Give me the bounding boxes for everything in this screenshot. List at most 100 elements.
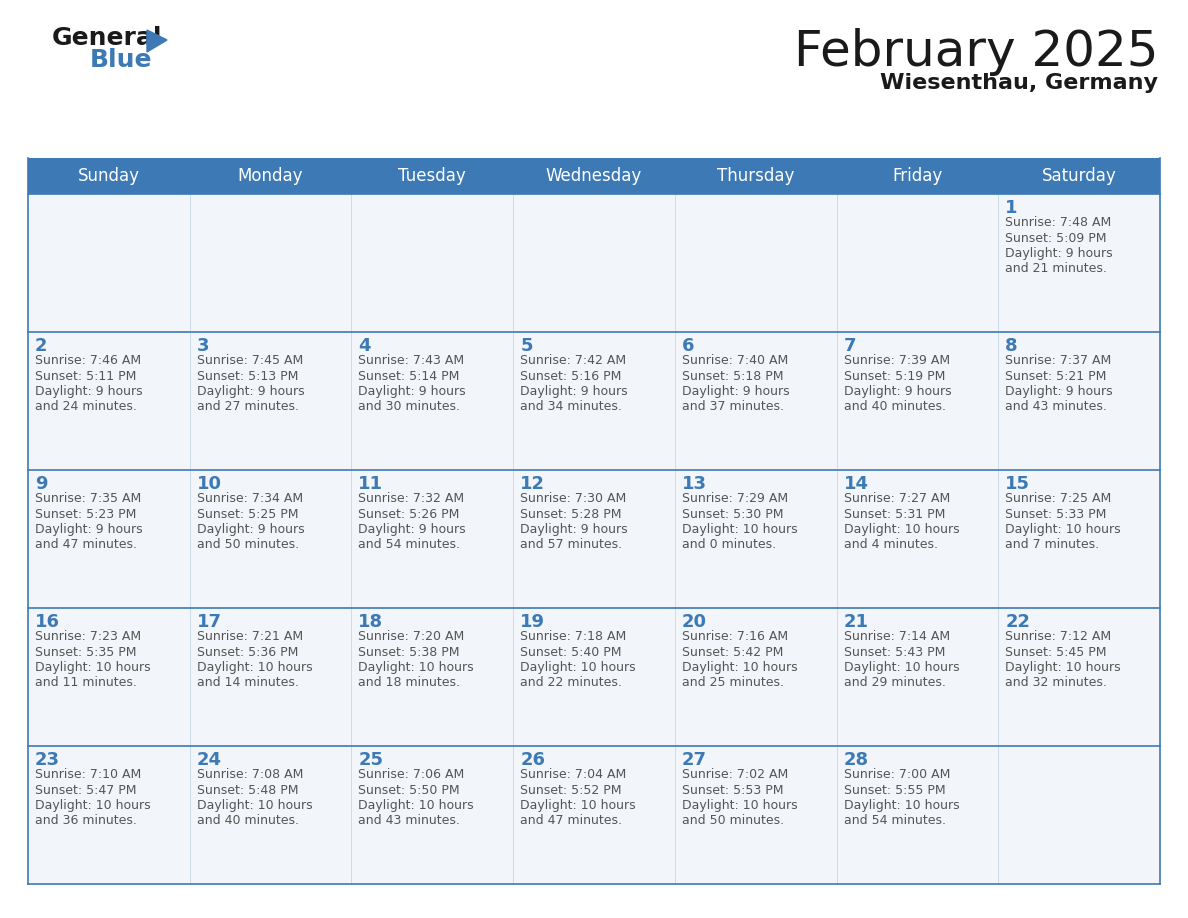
Text: and 7 minutes.: and 7 minutes. — [1005, 539, 1099, 552]
Text: and 21 minutes.: and 21 minutes. — [1005, 263, 1107, 275]
Text: 1: 1 — [1005, 199, 1018, 217]
Text: 6: 6 — [682, 337, 694, 355]
Text: Sunrise: 7:00 AM: Sunrise: 7:00 AM — [843, 768, 950, 781]
Text: 21: 21 — [843, 613, 868, 631]
Text: Sunset: 5:45 PM: Sunset: 5:45 PM — [1005, 645, 1107, 658]
Text: Sunset: 5:23 PM: Sunset: 5:23 PM — [34, 508, 137, 521]
Text: Sunset: 5:40 PM: Sunset: 5:40 PM — [520, 645, 621, 658]
Text: Friday: Friday — [892, 167, 942, 185]
Text: and 43 minutes.: and 43 minutes. — [1005, 400, 1107, 413]
Text: Sunrise: 7:43 AM: Sunrise: 7:43 AM — [359, 354, 465, 367]
Text: and 57 minutes.: and 57 minutes. — [520, 539, 623, 552]
Text: Daylight: 9 hours: Daylight: 9 hours — [1005, 247, 1113, 260]
Text: Daylight: 10 hours: Daylight: 10 hours — [682, 523, 797, 536]
Text: Daylight: 10 hours: Daylight: 10 hours — [197, 661, 312, 674]
Text: Daylight: 9 hours: Daylight: 9 hours — [34, 385, 143, 398]
Text: Daylight: 9 hours: Daylight: 9 hours — [34, 523, 143, 536]
Text: Sunset: 5:11 PM: Sunset: 5:11 PM — [34, 370, 137, 383]
Text: Wednesday: Wednesday — [545, 167, 643, 185]
Text: 9: 9 — [34, 475, 48, 493]
Text: Sunrise: 7:48 AM: Sunrise: 7:48 AM — [1005, 216, 1112, 229]
Text: February 2025: February 2025 — [794, 28, 1158, 76]
Text: and 24 minutes.: and 24 minutes. — [34, 400, 137, 413]
Text: Sunset: 5:26 PM: Sunset: 5:26 PM — [359, 508, 460, 521]
Text: Daylight: 10 hours: Daylight: 10 hours — [359, 799, 474, 812]
Text: Daylight: 9 hours: Daylight: 9 hours — [197, 385, 304, 398]
Text: and 25 minutes.: and 25 minutes. — [682, 677, 784, 689]
Text: 13: 13 — [682, 475, 707, 493]
Text: and 43 minutes.: and 43 minutes. — [359, 814, 460, 827]
Text: Daylight: 9 hours: Daylight: 9 hours — [197, 523, 304, 536]
Text: and 47 minutes.: and 47 minutes. — [34, 539, 137, 552]
Text: Blue: Blue — [90, 48, 152, 72]
Text: Sunrise: 7:39 AM: Sunrise: 7:39 AM — [843, 354, 949, 367]
Text: Sunrise: 7:18 AM: Sunrise: 7:18 AM — [520, 630, 626, 643]
Text: Tuesday: Tuesday — [398, 167, 466, 185]
Text: 20: 20 — [682, 613, 707, 631]
Text: Sunset: 5:55 PM: Sunset: 5:55 PM — [843, 783, 946, 797]
Text: and 29 minutes.: and 29 minutes. — [843, 677, 946, 689]
Text: Sunrise: 7:34 AM: Sunrise: 7:34 AM — [197, 492, 303, 505]
Text: Sunrise: 7:12 AM: Sunrise: 7:12 AM — [1005, 630, 1112, 643]
Text: Sunset: 5:47 PM: Sunset: 5:47 PM — [34, 783, 137, 797]
Text: and 40 minutes.: and 40 minutes. — [197, 814, 298, 827]
Text: Sunset: 5:30 PM: Sunset: 5:30 PM — [682, 508, 783, 521]
Text: 19: 19 — [520, 613, 545, 631]
Text: and 14 minutes.: and 14 minutes. — [197, 677, 298, 689]
Text: and 4 minutes.: and 4 minutes. — [843, 539, 937, 552]
Text: and 30 minutes.: and 30 minutes. — [359, 400, 461, 413]
Text: Sunrise: 7:21 AM: Sunrise: 7:21 AM — [197, 630, 303, 643]
Text: Sunrise: 7:14 AM: Sunrise: 7:14 AM — [843, 630, 949, 643]
Text: and 34 minutes.: and 34 minutes. — [520, 400, 623, 413]
Text: and 36 minutes.: and 36 minutes. — [34, 814, 137, 827]
Text: 12: 12 — [520, 475, 545, 493]
Polygon shape — [147, 30, 168, 52]
Text: Sunset: 5:36 PM: Sunset: 5:36 PM — [197, 645, 298, 658]
Text: 23: 23 — [34, 751, 61, 769]
Text: Daylight: 10 hours: Daylight: 10 hours — [359, 661, 474, 674]
Text: Daylight: 10 hours: Daylight: 10 hours — [520, 661, 636, 674]
Text: Sunset: 5:09 PM: Sunset: 5:09 PM — [1005, 231, 1107, 244]
Text: Daylight: 9 hours: Daylight: 9 hours — [1005, 385, 1113, 398]
Text: 28: 28 — [843, 751, 868, 769]
Text: Sunset: 5:18 PM: Sunset: 5:18 PM — [682, 370, 783, 383]
Text: Sunset: 5:50 PM: Sunset: 5:50 PM — [359, 783, 460, 797]
Text: and 47 minutes.: and 47 minutes. — [520, 814, 623, 827]
Text: Sunrise: 7:35 AM: Sunrise: 7:35 AM — [34, 492, 141, 505]
Text: Daylight: 9 hours: Daylight: 9 hours — [520, 523, 627, 536]
Bar — [29, 470, 1159, 608]
Text: Daylight: 10 hours: Daylight: 10 hours — [843, 523, 959, 536]
Text: Daylight: 10 hours: Daylight: 10 hours — [1005, 523, 1121, 536]
Text: Sunset: 5:38 PM: Sunset: 5:38 PM — [359, 645, 460, 658]
Text: and 54 minutes.: and 54 minutes. — [843, 814, 946, 827]
Text: Sunrise: 7:45 AM: Sunrise: 7:45 AM — [197, 354, 303, 367]
Text: Sunset: 5:43 PM: Sunset: 5:43 PM — [843, 645, 944, 658]
Text: Sunrise: 7:25 AM: Sunrise: 7:25 AM — [1005, 492, 1112, 505]
Text: Saturday: Saturday — [1042, 167, 1117, 185]
Text: and 37 minutes.: and 37 minutes. — [682, 400, 784, 413]
Text: Daylight: 9 hours: Daylight: 9 hours — [359, 523, 466, 536]
Text: Sunrise: 7:40 AM: Sunrise: 7:40 AM — [682, 354, 788, 367]
Text: Sunset: 5:14 PM: Sunset: 5:14 PM — [359, 370, 460, 383]
Text: and 27 minutes.: and 27 minutes. — [197, 400, 298, 413]
Text: Sunrise: 7:08 AM: Sunrise: 7:08 AM — [197, 768, 303, 781]
Text: Sunrise: 7:04 AM: Sunrise: 7:04 AM — [520, 768, 626, 781]
Bar — [29, 158, 1159, 194]
Text: and 50 minutes.: and 50 minutes. — [682, 814, 784, 827]
Text: Daylight: 9 hours: Daylight: 9 hours — [520, 385, 627, 398]
Text: Daylight: 10 hours: Daylight: 10 hours — [682, 661, 797, 674]
Text: Daylight: 10 hours: Daylight: 10 hours — [843, 661, 959, 674]
Text: and 0 minutes.: and 0 minutes. — [682, 539, 776, 552]
Text: Daylight: 10 hours: Daylight: 10 hours — [843, 799, 959, 812]
Text: Sunset: 5:16 PM: Sunset: 5:16 PM — [520, 370, 621, 383]
Text: 27: 27 — [682, 751, 707, 769]
Text: Sunset: 5:31 PM: Sunset: 5:31 PM — [843, 508, 944, 521]
Text: Daylight: 9 hours: Daylight: 9 hours — [682, 385, 790, 398]
Text: 18: 18 — [359, 613, 384, 631]
Text: Daylight: 10 hours: Daylight: 10 hours — [34, 661, 151, 674]
Text: Daylight: 10 hours: Daylight: 10 hours — [1005, 661, 1121, 674]
Text: Sunday: Sunday — [78, 167, 140, 185]
Text: and 11 minutes.: and 11 minutes. — [34, 677, 137, 689]
Text: and 32 minutes.: and 32 minutes. — [1005, 677, 1107, 689]
Bar — [29, 746, 1159, 884]
